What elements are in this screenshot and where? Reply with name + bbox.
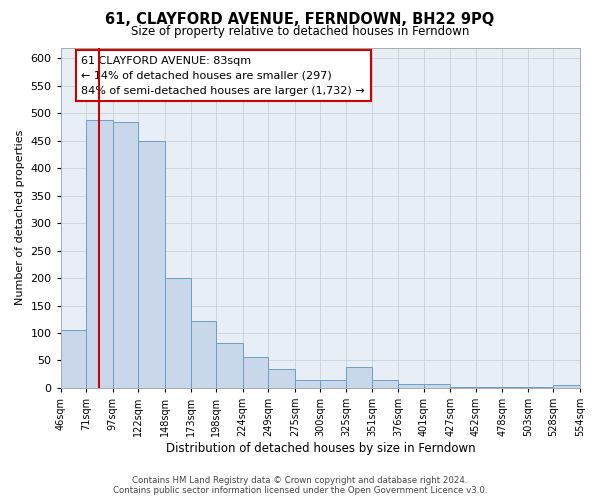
X-axis label: Distribution of detached houses by size in Ferndown: Distribution of detached houses by size … <box>166 442 475 455</box>
Bar <box>528 387 553 388</box>
Bar <box>424 384 450 388</box>
Bar <box>86 120 113 388</box>
Bar <box>320 380 346 388</box>
Bar <box>476 387 502 388</box>
Bar <box>553 385 580 388</box>
Bar <box>346 367 373 388</box>
Text: 61 CLAYFORD AVENUE: 83sqm
← 14% of detached houses are smaller (297)
84% of semi: 61 CLAYFORD AVENUE: 83sqm ← 14% of detac… <box>82 56 365 96</box>
Bar <box>61 330 86 388</box>
Y-axis label: Number of detached properties: Number of detached properties <box>15 130 25 306</box>
Bar <box>113 122 139 388</box>
Bar <box>268 368 295 388</box>
Bar <box>502 387 528 388</box>
Bar <box>450 387 476 388</box>
Bar <box>216 343 242 388</box>
Bar <box>242 356 268 388</box>
Text: 61, CLAYFORD AVENUE, FERNDOWN, BH22 9PQ: 61, CLAYFORD AVENUE, FERNDOWN, BH22 9PQ <box>106 12 494 28</box>
Text: Size of property relative to detached houses in Ferndown: Size of property relative to detached ho… <box>131 25 469 38</box>
Bar <box>373 380 398 388</box>
Bar <box>191 321 216 388</box>
Bar <box>398 384 424 388</box>
Bar <box>295 380 320 388</box>
Bar <box>139 141 165 388</box>
Bar <box>165 278 191 388</box>
Text: Contains HM Land Registry data © Crown copyright and database right 2024.
Contai: Contains HM Land Registry data © Crown c… <box>113 476 487 495</box>
